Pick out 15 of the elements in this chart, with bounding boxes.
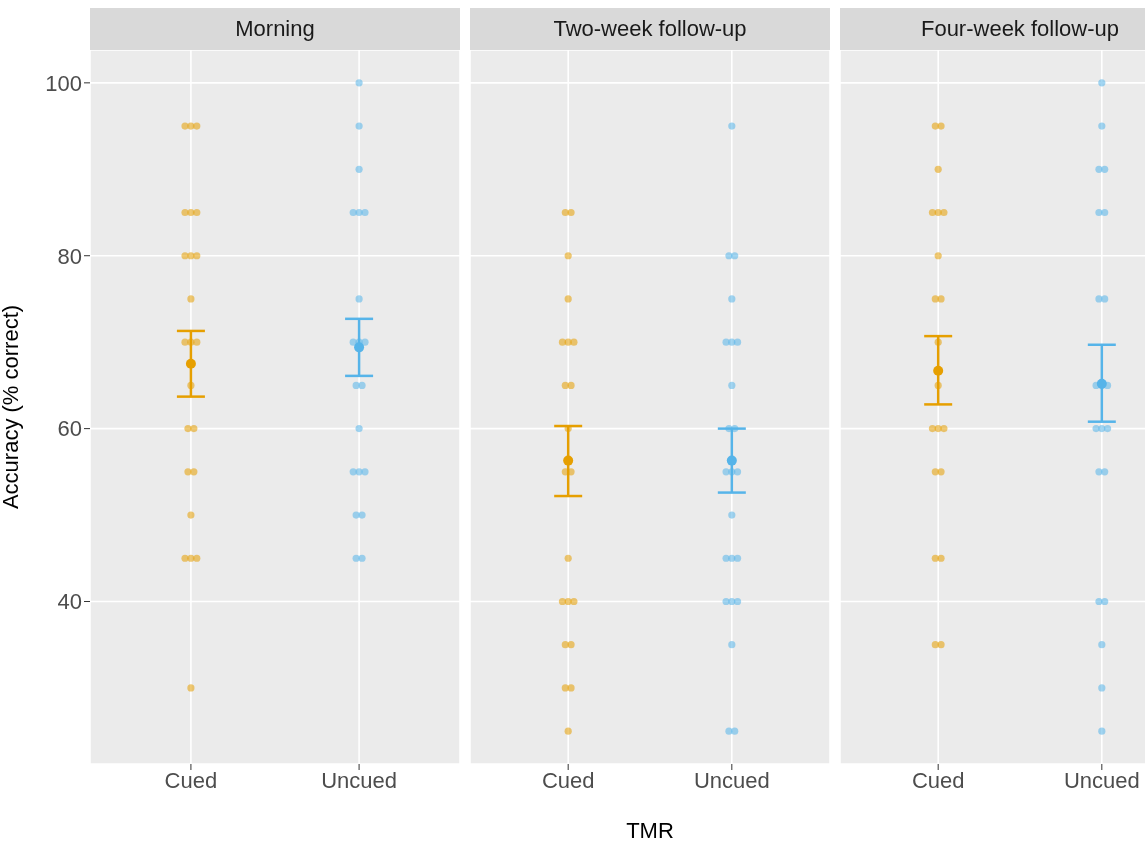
y-tick-label: 100 bbox=[45, 70, 82, 96]
x-tick-label: Cued bbox=[911, 767, 965, 793]
chart-title: Four-week follow-up bbox=[840, 8, 1145, 50]
y-axis-title: Accuracy (% correct) bbox=[0, 304, 23, 510]
x-tick-label: Uncued bbox=[1063, 767, 1140, 793]
x-axis-title: TMR bbox=[626, 818, 674, 843]
chart-title: Two-week follow-up bbox=[470, 8, 830, 50]
x-tick-label: Uncued bbox=[321, 767, 398, 793]
y-tick-label: 80 bbox=[57, 243, 82, 269]
chart-title: Morning bbox=[90, 8, 460, 50]
y-tick-label: 40 bbox=[57, 589, 82, 615]
x-tick-label: Cued bbox=[164, 767, 218, 793]
x-tick-label: Cued bbox=[541, 767, 595, 793]
x-tick-label: Uncued bbox=[693, 767, 770, 793]
y-tick-label: 60 bbox=[57, 416, 82, 442]
